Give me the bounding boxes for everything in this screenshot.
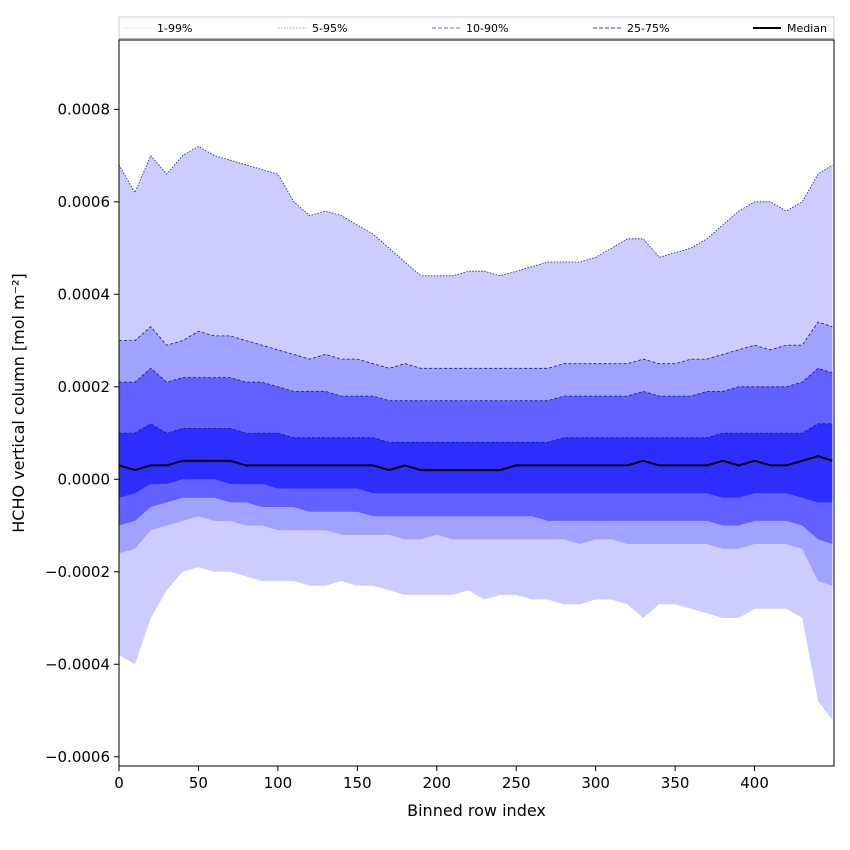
percentile-bands	[118, 145, 833, 720]
legend: 1-99% 5-95% 10-90% 25-75% Median	[118, 16, 835, 40]
median-layer	[118, 455, 833, 472]
legend-items: 1-99% 5-95% 10-90% 25-75% Median	[123, 22, 827, 35]
band-upper-line-10-90%	[119, 367, 833, 402]
x-tick-label: 150	[343, 774, 372, 792]
y-tick-label: −0.0006	[45, 748, 110, 766]
x-tick-label: 200	[422, 774, 451, 792]
x-tick-label: 100	[264, 774, 293, 792]
x-tick-label: 350	[661, 774, 690, 792]
y-axis: −0.0006 −0.0004 −0.0002 0.0000 0.0002 0.0004 0…	[45, 100, 119, 766]
legend-label: 25-75%	[627, 22, 669, 35]
y-axis-label: HCHO vertical column [mol m⁻²]	[9, 273, 28, 532]
y-tick-label: −0.0004	[45, 655, 110, 673]
legend-label: 5-95%	[312, 22, 347, 35]
x-tick-label: 50	[189, 774, 208, 792]
x-tick-label: 0	[114, 774, 124, 792]
band-25-75%	[119, 423, 833, 503]
y-tick-label: 0.0000	[58, 470, 111, 488]
median-line	[118, 455, 833, 472]
legend-label: Median	[787, 22, 827, 35]
band-upper-line-5-95%	[119, 321, 833, 369]
legend-label: 1-99%	[157, 22, 192, 35]
y-tick-label: −0.0002	[45, 563, 110, 581]
band-upper-line-25-75%	[119, 423, 833, 443]
x-tick-label: 250	[502, 774, 531, 792]
x-tick-label: 400	[740, 774, 769, 792]
y-tick-label: 0.0004	[58, 285, 111, 303]
band-upper-line-1-99%	[118, 145, 833, 277]
x-axis-label: Binned row index	[407, 801, 546, 820]
y-tick-label: 0.0008	[58, 100, 111, 118]
y-tick-label: 0.0002	[58, 378, 111, 396]
x-axis: 0 50 100 150 200 250 300 350 400	[114, 766, 769, 792]
plot-frame	[118, 39, 835, 767]
x-tick-label: 300	[581, 774, 610, 792]
y-tick-label: 0.0006	[58, 193, 111, 211]
legend-label: 10-90%	[466, 22, 508, 35]
